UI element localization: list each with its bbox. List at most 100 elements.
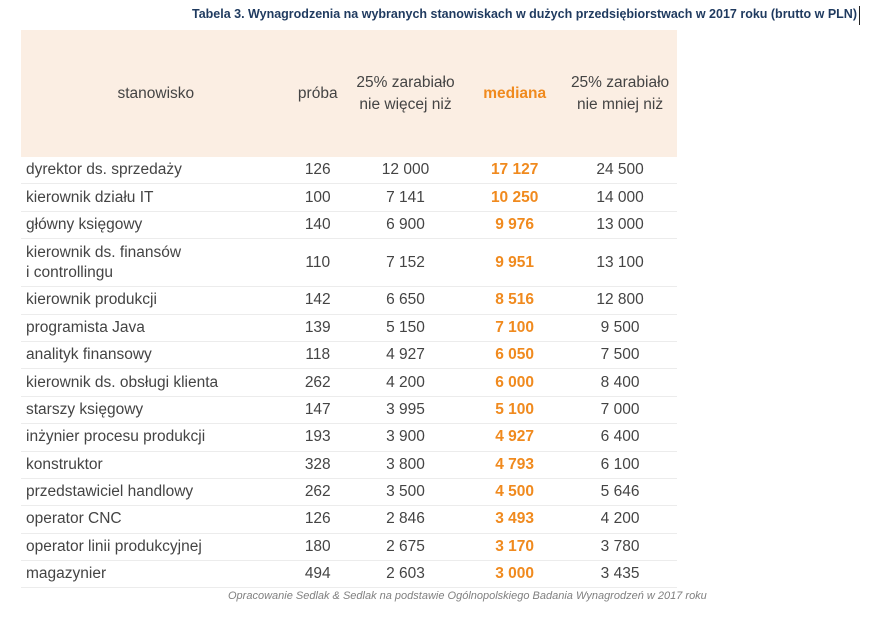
cell-median: 3 170 bbox=[466, 533, 564, 562]
cell-median: 8 516 bbox=[466, 286, 564, 315]
cell-position: operator CNC bbox=[21, 505, 291, 534]
cell-median: 3 000 bbox=[466, 560, 564, 589]
cell-q75: 3 435 bbox=[563, 560, 677, 589]
cell-sample: 110 bbox=[290, 238, 345, 288]
cell-sample: 328 bbox=[290, 451, 345, 479]
cell-position-line2: i controllingu bbox=[26, 263, 114, 281]
cell-position: operator linii produkcyjnej bbox=[21, 533, 291, 562]
cell-sample: 180 bbox=[290, 533, 345, 562]
cell-sample: 142 bbox=[290, 286, 345, 315]
table-row: analityk finansowy 118 4 927 6 050 7 500 bbox=[21, 341, 677, 370]
cell-position: kierownik działu IT bbox=[21, 183, 291, 212]
header-q25: 25% zarabiało nie więcej niż bbox=[344, 30, 467, 157]
cell-sample: 147 bbox=[290, 396, 345, 425]
cell-position: dyrektor ds. sprzedaży bbox=[21, 157, 291, 185]
header-q75-line1: 25% zarabiało bbox=[570, 73, 670, 91]
cell-median: 6 050 bbox=[466, 341, 564, 370]
cell-q25: 5 150 bbox=[344, 314, 467, 342]
table-row: dyrektor ds. sprzedaży 126 12 000 17 127… bbox=[21, 157, 677, 185]
cell-sample: 193 bbox=[290, 423, 345, 452]
cell-position: konstruktor bbox=[21, 451, 291, 479]
cell-q25: 7 141 bbox=[344, 183, 467, 212]
cell-position: główny księgowy bbox=[21, 211, 291, 240]
cell-median: 4 500 bbox=[466, 478, 564, 507]
cell-q75: 9 500 bbox=[563, 314, 677, 342]
cell-position: inżynier procesu produkcji bbox=[21, 423, 291, 452]
table-row: kierownik ds. obsługi klienta 262 4 200 … bbox=[21, 368, 677, 397]
cell-position: kierownik ds. obsługi klienta bbox=[21, 368, 291, 397]
table-row: magazynier 494 2 603 3 000 3 435 bbox=[21, 560, 677, 589]
cell-position: kierownik ds. finansów i controllingu bbox=[21, 238, 291, 288]
cell-median: 4 793 bbox=[466, 451, 564, 479]
header-sample: próba bbox=[290, 30, 345, 157]
cell-position: starszy księgowy bbox=[21, 396, 291, 425]
header-position: stanowisko bbox=[21, 30, 291, 157]
cell-sample: 118 bbox=[290, 341, 345, 370]
cell-q75: 12 800 bbox=[563, 286, 677, 315]
cell-q25: 3 900 bbox=[344, 423, 467, 452]
header-q75: 25% zarabiało nie mniej niż bbox=[563, 30, 677, 157]
header-q25-line2: nie więcej niż bbox=[359, 95, 452, 113]
cell-median: 7 100 bbox=[466, 314, 564, 342]
cell-position: analityk finansowy bbox=[21, 341, 291, 370]
cell-q25: 4 200 bbox=[344, 368, 467, 397]
table-row: inżynier procesu produkcji 193 3 900 4 9… bbox=[21, 423, 677, 452]
cell-position: kierownik produkcji bbox=[21, 286, 291, 315]
cell-q75: 13 100 bbox=[563, 238, 677, 288]
cell-position: przedstawiciel handlowy bbox=[21, 478, 291, 507]
header-q25-line1: 25% zarabiało bbox=[356, 73, 455, 91]
cell-q75: 6 100 bbox=[563, 451, 677, 479]
cell-q75: 6 400 bbox=[563, 423, 677, 452]
table-row: operator linii produkcyjnej 180 2 675 3 … bbox=[21, 533, 677, 562]
cell-q75: 7 000 bbox=[563, 396, 677, 425]
cell-q25: 3 800 bbox=[344, 451, 467, 479]
table-row: główny księgowy 140 6 900 9 976 13 000 bbox=[21, 211, 677, 240]
cell-median: 4 927 bbox=[466, 423, 564, 452]
table-row: starszy księgowy 147 3 995 5 100 7 000 bbox=[21, 396, 677, 425]
header-q75-line2: nie mniej niż bbox=[576, 95, 664, 113]
cell-median: 9 976 bbox=[466, 211, 564, 240]
cell-q75: 8 400 bbox=[563, 368, 677, 397]
cell-sample: 126 bbox=[290, 157, 345, 185]
cell-median: 5 100 bbox=[466, 396, 564, 425]
cell-q25: 6 650 bbox=[344, 286, 467, 315]
cell-q75: 13 000 bbox=[563, 211, 677, 240]
table-row: programista Java 139 5 150 7 100 9 500 bbox=[21, 314, 677, 342]
cell-q75: 5 646 bbox=[563, 478, 677, 507]
cell-position: programista Java bbox=[21, 314, 291, 342]
cell-q25: 2 675 bbox=[344, 533, 467, 562]
cell-position-line1: kierownik ds. finansów bbox=[26, 243, 182, 261]
cell-q25: 6 900 bbox=[344, 211, 467, 240]
table-header-row: stanowisko próba 25% zarabiało nie więce… bbox=[21, 30, 677, 157]
table-row: operator CNC 126 2 846 3 493 4 200 bbox=[21, 505, 677, 534]
cell-q25: 2 603 bbox=[344, 560, 467, 589]
cell-q75: 14 000 bbox=[563, 183, 677, 212]
cell-q75: 24 500 bbox=[563, 157, 677, 185]
table-row: przedstawiciel handlowy 262 3 500 4 500 … bbox=[21, 478, 677, 507]
cell-sample: 140 bbox=[290, 211, 345, 240]
table-title: Tabela 3. Wynagrodzenia na wybranych sta… bbox=[192, 7, 857, 21]
header-median: mediana bbox=[466, 30, 564, 157]
cell-sample: 494 bbox=[290, 560, 345, 589]
table-row: kierownik działu IT 100 7 141 10 250 14 … bbox=[21, 183, 677, 212]
cell-q25: 2 846 bbox=[344, 505, 467, 534]
source-note: Opracowanie Sedlak & Sedlak na podstawie… bbox=[228, 590, 707, 602]
cell-position: magazynier bbox=[21, 560, 291, 589]
cell-q25: 12 000 bbox=[344, 157, 467, 185]
cell-median: 17 127 bbox=[466, 157, 564, 185]
cell-q75: 4 200 bbox=[563, 505, 677, 534]
cell-median: 6 000 bbox=[466, 368, 564, 397]
cell-sample: 100 bbox=[290, 183, 345, 212]
cell-median: 3 493 bbox=[466, 505, 564, 534]
text-cursor bbox=[859, 6, 860, 25]
cell-q25: 3 500 bbox=[344, 478, 467, 507]
cell-median: 10 250 bbox=[466, 183, 564, 212]
cell-sample: 262 bbox=[290, 368, 345, 397]
cell-sample: 126 bbox=[290, 505, 345, 534]
salary-table: stanowisko próba 25% zarabiało nie więce… bbox=[21, 30, 677, 589]
cell-sample: 262 bbox=[290, 478, 345, 507]
table-row: kierownik produkcji 142 6 650 8 516 12 8… bbox=[21, 286, 677, 315]
cell-q25: 4 927 bbox=[344, 341, 467, 370]
table-row: kierownik ds. finansów i controllingu 11… bbox=[21, 238, 677, 288]
cell-q25: 7 152 bbox=[344, 238, 467, 288]
